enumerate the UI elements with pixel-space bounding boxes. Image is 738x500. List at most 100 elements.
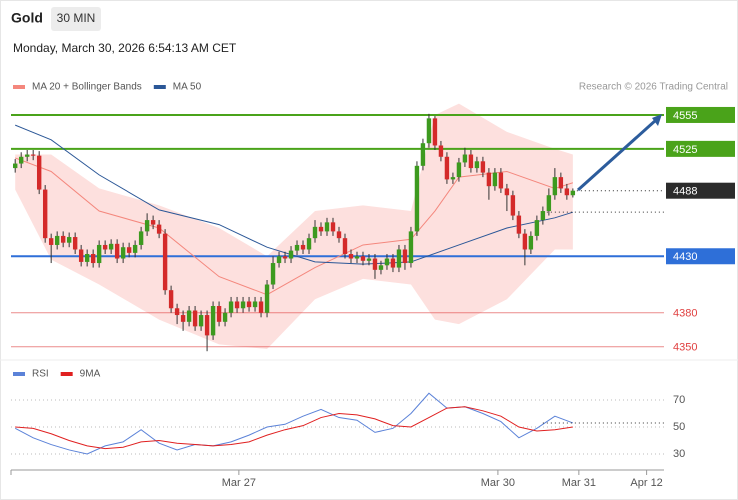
legend-label: MA 50: [173, 82, 202, 93]
candle-body: [510, 195, 516, 216]
candle-body: [198, 315, 204, 327]
candle-body: [414, 165, 420, 232]
x-tick-label: Mar 27: [222, 477, 256, 489]
level-label: 4525: [673, 144, 697, 156]
candle-body: [528, 235, 534, 250]
candle-body: [84, 254, 90, 262]
candle-body: [408, 231, 414, 264]
candle-body: [108, 243, 114, 250]
candle-body: [282, 256, 288, 259]
level-box: [666, 140, 735, 157]
legend-swatch: [153, 85, 166, 89]
series-line: [15, 406, 573, 450]
candle-body: [300, 244, 306, 250]
candle-body: [456, 162, 462, 178]
level-label: 4488: [673, 186, 697, 198]
candle-body: [396, 249, 402, 268]
candle-body: [372, 258, 378, 270]
y-tick-label: 70: [673, 394, 685, 406]
candle-body: [264, 284, 270, 313]
symbol: Gold: [11, 10, 43, 26]
legend-label: RSI: [32, 369, 49, 380]
x-tick-label: Mar 31: [562, 477, 596, 489]
level-label: 4380: [673, 308, 697, 320]
level-label: 4555: [673, 110, 697, 122]
candle-body: [42, 189, 48, 239]
candle-body: [66, 237, 72, 243]
candle-body: [492, 172, 498, 187]
candle-body: [78, 249, 84, 262]
candle-body: [318, 226, 324, 232]
candle-body: [564, 188, 570, 196]
candle-body: [60, 235, 66, 243]
candle-body: [234, 301, 240, 309]
candle-body: [474, 161, 480, 169]
legend-swatch: [60, 372, 73, 376]
candle-body: [462, 154, 468, 163]
legend-swatch: [13, 85, 25, 89]
copyright: Research © 2026 Trading Central: [579, 82, 728, 93]
candle-body: [186, 310, 192, 322]
candle-body: [288, 250, 294, 259]
x-tick-label: Apr 12: [630, 477, 662, 489]
legend-label: 9MA: [80, 369, 101, 380]
candle-body: [426, 118, 432, 144]
candle-body: [168, 290, 174, 309]
candle-body: [498, 172, 504, 189]
candle-body: [522, 233, 528, 250]
candle-body: [516, 215, 522, 234]
candle-body: [210, 306, 216, 336]
candle-body: [324, 222, 330, 232]
candle-body: [558, 177, 564, 189]
x-tick-label: Mar 30: [481, 477, 515, 489]
candle-body: [534, 220, 540, 236]
bollinger-band: [15, 103, 573, 349]
candle-body: [120, 247, 126, 259]
candle-body: [24, 154, 30, 157]
interval[interactable]: 30 MIN: [57, 11, 96, 25]
candle-body: [312, 226, 318, 239]
level-label: 4430: [673, 251, 697, 263]
candle-body: [240, 301, 246, 309]
interval-pill[interactable]: [51, 7, 101, 31]
y-tick-label: 50: [673, 421, 685, 433]
level-label: 4350: [673, 342, 697, 354]
candle-body: [252, 301, 258, 308]
candle-body: [18, 156, 24, 164]
candle-body: [342, 238, 348, 254]
candle-body: [480, 161, 486, 173]
candle-body: [468, 154, 474, 169]
candle-body: [162, 233, 168, 291]
candle-body: [216, 306, 222, 322]
candle-body: [486, 172, 492, 187]
candle-body: [384, 258, 390, 266]
candle-body: [348, 254, 354, 259]
y-tick-label: 30: [673, 448, 685, 460]
candle-body: [438, 145, 444, 157]
legend-label: MA 20 + Bollinger Bands: [32, 82, 142, 93]
candle-body: [144, 220, 150, 232]
candle-body: [330, 222, 336, 232]
candle-body: [390, 258, 396, 268]
candle-body: [540, 211, 546, 221]
ma-line: [15, 157, 574, 296]
candle-body: [204, 315, 210, 336]
candle-body: [36, 155, 42, 190]
level-box: [666, 248, 735, 265]
candle-body: [258, 301, 264, 313]
candle-body: [276, 256, 282, 264]
timestamp: Monday, March 30, 2026 6:54:13 AM CET: [13, 41, 237, 55]
candle-body: [48, 238, 54, 245]
candle-body: [246, 301, 252, 308]
candle-body: [336, 231, 342, 239]
candle-body: [12, 163, 18, 169]
candle-body: [306, 238, 312, 250]
legend-swatch: [13, 372, 25, 376]
candle-body: [138, 231, 144, 245]
candle-body: [228, 301, 234, 313]
candle-body: [126, 247, 132, 253]
candle-body: [102, 244, 108, 250]
candle-body: [546, 195, 552, 212]
candle-body: [366, 258, 372, 261]
forecast-arrowhead: [652, 114, 662, 126]
